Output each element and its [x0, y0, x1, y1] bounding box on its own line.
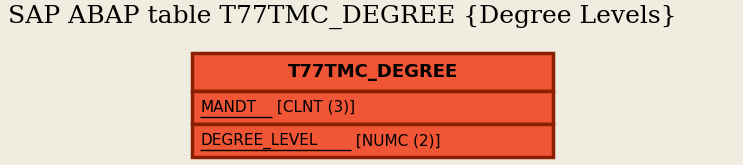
Text: DEGREE_LEVEL: DEGREE_LEVEL: [200, 132, 317, 149]
Text: [NUMC (2)]: [NUMC (2)]: [351, 133, 441, 148]
Text: SAP ABAP table T77TMC_DEGREE {Degree Levels}: SAP ABAP table T77TMC_DEGREE {Degree Lev…: [8, 5, 677, 29]
Bar: [192, 124, 553, 157]
Text: T77TMC_DEGREE: T77TMC_DEGREE: [288, 63, 458, 81]
Bar: [192, 91, 553, 124]
Text: [CLNT (3)]: [CLNT (3)]: [272, 100, 355, 115]
Bar: [192, 53, 553, 91]
Text: MANDT: MANDT: [200, 100, 256, 115]
